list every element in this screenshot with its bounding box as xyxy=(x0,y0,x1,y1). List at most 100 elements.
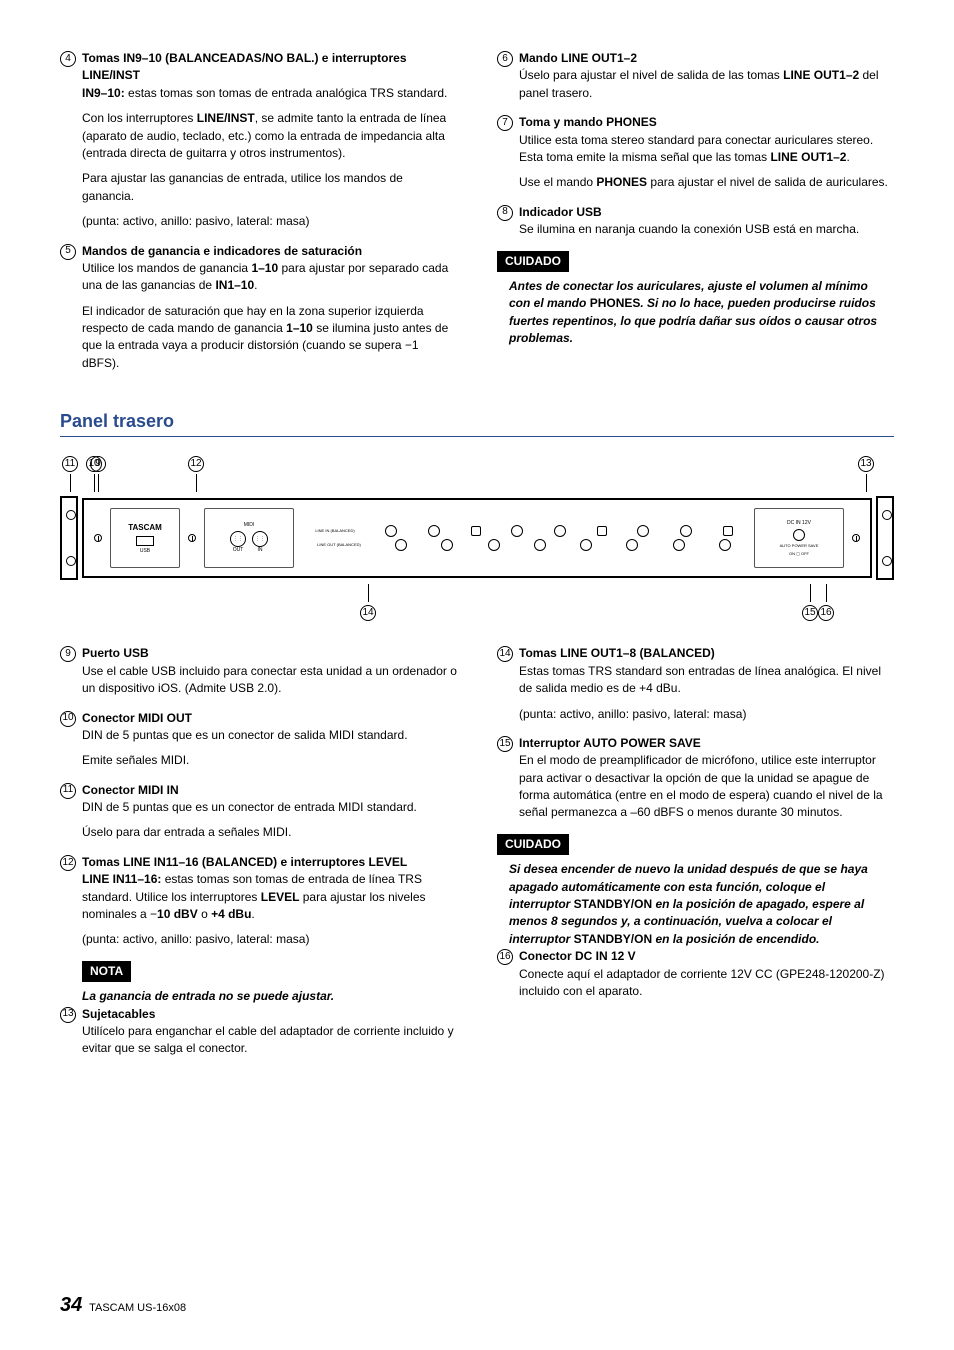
item-title: Conector MIDI IN xyxy=(82,782,179,799)
warning-label: CUIDADO xyxy=(497,251,569,272)
item-title: Sujetacables xyxy=(82,1006,155,1023)
item-number-icon: 6 xyxy=(497,51,513,67)
desc-item-11: 11 Conector MIDI IN DIN de 5 puntas que … xyxy=(60,782,457,842)
item-paragraph: (punta: activo, anillo: pasivo, lateral:… xyxy=(82,213,457,230)
item-title: Tomas LINE IN11–16 (BALANCED) e interrup… xyxy=(82,854,407,871)
item-body: DIN de 5 puntas que es un conector de sa… xyxy=(82,727,457,770)
item-number-icon: 15 xyxy=(497,736,513,752)
bottom-section: 9 Puerto USB Use el cable USB incluido p… xyxy=(60,645,894,1069)
callouts-bottom: 14 15 16 xyxy=(60,584,894,621)
item-paragraph: Estas tomas TRS standard son entradas de… xyxy=(519,663,894,698)
desc-item-4: 4 Tomas IN9–10 (BALANCEADAS/NO BAL.) e i… xyxy=(60,50,457,231)
rack-ear-left xyxy=(60,496,78,580)
desc-item-13: 13 Sujetacables Utilícelo para enganchar… xyxy=(60,1006,457,1058)
warning-label: CUIDADO xyxy=(497,834,569,855)
desc-item-14: 14 Tomas LINE OUT1–8 (BALANCED) Estas to… xyxy=(497,645,894,723)
item-title: Indicador USB xyxy=(519,204,602,221)
item-paragraph: Conecte aquí el adaptador de corriente 1… xyxy=(519,966,894,1001)
power-block: DC IN 12V AUTO POWER SAVE ON ▢ OFF xyxy=(754,508,844,568)
top-section: 4 Tomas IN9–10 (BALANCEADAS/NO BAL.) e i… xyxy=(60,50,894,384)
item-body: DIN de 5 puntas que es un conector de en… xyxy=(82,799,457,842)
item-paragraph: LINE IN11–16: estas tomas son tomas de e… xyxy=(82,871,457,923)
item-title: Conector MIDI OUT xyxy=(82,710,192,727)
warning-text: Antes de conectar los auriculares, ajust… xyxy=(509,278,884,348)
item-number-icon: 11 xyxy=(60,783,76,799)
item-paragraph: DIN de 5 puntas que es un conector de en… xyxy=(82,799,457,816)
item-paragraph: Se ilumina en naranja cuando la conexión… xyxy=(519,221,894,238)
desc-item-16: 16 Conector DC IN 12 V Conecte aquí el a… xyxy=(497,948,894,1000)
callouts-top: 9 10 11 12 13 xyxy=(60,455,894,492)
top-right-col: 6 Mando LINE OUT1–2 Úselo para ajustar e… xyxy=(497,50,894,384)
item-title: Mandos de ganancia e indicadores de satu… xyxy=(82,243,362,260)
item-body: Use el cable USB incluido para conectar … xyxy=(82,663,457,698)
warning-text: Si desea encender de nuevo la unidad des… xyxy=(509,861,884,948)
bottom-right-col: 14 Tomas LINE OUT1–8 (BALANCED) Estas to… xyxy=(497,645,894,1069)
desc-item-12: 12 Tomas LINE IN11–16 (BALANCED) e inter… xyxy=(60,854,457,949)
item-paragraph: Utilícelo para enganchar el cable del ad… xyxy=(82,1023,457,1058)
item-number-icon: 16 xyxy=(497,949,513,965)
item-paragraph: Emite señales MIDI. xyxy=(82,752,457,769)
desc-item-15: 15 Interruptor AUTO POWER SAVE En el mod… xyxy=(497,735,894,822)
item-body: Estas tomas TRS standard son entradas de… xyxy=(519,663,894,723)
item-body: Conecte aquí el adaptador de corriente 1… xyxy=(519,966,894,1001)
item-title: Tomas IN9–10 (BALANCEADAS/NO BAL.) e int… xyxy=(82,50,457,85)
item-paragraph: Con los interruptores LINE/INST, se admi… xyxy=(82,110,457,162)
usb-block: TASCAM USB xyxy=(110,508,180,568)
item-paragraph: Use el mando PHONES para ajustar el nive… xyxy=(519,174,894,191)
rear-panel: TASCAM USB MIDI OUT IN LINE IN (BALANCED… xyxy=(82,498,872,578)
item-body: LINE IN11–16: estas tomas son tomas de e… xyxy=(82,871,457,949)
note-label: NOTA xyxy=(82,961,131,982)
bottom-left-col: 9 Puerto USB Use el cable USB incluido p… xyxy=(60,645,457,1069)
item-body: En el modo de preamplificador de micrófo… xyxy=(519,752,894,822)
io-block: LINE IN (BALANCED) LINE OUT (BALANCED) xyxy=(302,525,746,551)
item-body: IN9–10: estas tomas son tomas de entrada… xyxy=(82,85,457,231)
desc-item-6: 6 Mando LINE OUT1–2 Úselo para ajustar e… xyxy=(497,50,894,102)
item-number-icon: 5 xyxy=(60,244,76,260)
rack-ear-right xyxy=(876,496,894,580)
screw-icon xyxy=(852,534,860,542)
item-body: Se ilumina en naranja cuando la conexión… xyxy=(519,221,894,238)
item-body: Utilícelo para enganchar el cable del ad… xyxy=(82,1023,457,1058)
item-paragraph: Utilice los mandos de ganancia 1–10 para… xyxy=(82,260,457,295)
item-number-icon: 4 xyxy=(60,51,76,67)
item-paragraph: Utilice esta toma stereo standard para c… xyxy=(519,132,894,167)
rear-panel-diagram: 9 10 11 12 13 TASCAM USB MIDI OUT IN xyxy=(60,455,894,621)
item-number-icon: 12 xyxy=(60,855,76,871)
desc-item-7: 7 Toma y mando PHONES Utilice esta toma … xyxy=(497,114,894,192)
item-body: Utilice esta toma stereo standard para c… xyxy=(519,132,894,192)
item-paragraph: (punta: activo, anillo: pasivo, lateral:… xyxy=(519,706,894,723)
item-paragraph: DIN de 5 puntas que es un conector de sa… xyxy=(82,727,457,744)
item-number-icon: 10 xyxy=(60,711,76,727)
section-title: Panel trasero xyxy=(60,408,894,437)
item-paragraph: (punta: activo, anillo: pasivo, lateral:… xyxy=(82,931,457,948)
note-text: La ganancia de entrada no se puede ajust… xyxy=(82,988,447,1005)
item-paragraph: Para ajustar las ganancias de entrada, u… xyxy=(82,170,457,205)
item-body: Úselo para ajustar el nivel de salida de… xyxy=(519,67,894,102)
item-paragraph: El indicador de saturación que hay en la… xyxy=(82,303,457,373)
item-title: Tomas LINE OUT1–8 (BALANCED) xyxy=(519,645,715,662)
midi-block: MIDI OUT IN xyxy=(204,508,294,568)
item-number-icon: 9 xyxy=(60,646,76,662)
item-number-icon: 14 xyxy=(497,646,513,662)
page-footer: 34 TASCAM US-16x08 xyxy=(60,1291,186,1320)
footer-model: TASCAM US-16x08 xyxy=(89,1302,186,1314)
item-body: Utilice los mandos de ganancia 1–10 para… xyxy=(82,260,457,372)
screw-icon xyxy=(94,534,102,542)
desc-item-9: 9 Puerto USB Use el cable USB incluido p… xyxy=(60,645,457,697)
item-title: Interruptor AUTO POWER SAVE xyxy=(519,735,701,752)
item-paragraph: Use el cable USB incluido para conectar … xyxy=(82,663,457,698)
desc-item-10: 10 Conector MIDI OUT DIN de 5 puntas que… xyxy=(60,710,457,770)
item-paragraph: Úselo para ajustar el nivel de salida de… xyxy=(519,67,894,102)
item-paragraph: Úselo para dar entrada a señales MIDI. xyxy=(82,824,457,841)
top-left-col: 4 Tomas IN9–10 (BALANCEADAS/NO BAL.) e i… xyxy=(60,50,457,384)
item-title: Toma y mando PHONES xyxy=(519,114,657,131)
item-number-icon: 7 xyxy=(497,115,513,131)
desc-item-8: 8 Indicador USB Se ilumina en naranja cu… xyxy=(497,204,894,239)
item-title: Mando LINE OUT1–2 xyxy=(519,50,637,67)
item-number-icon: 13 xyxy=(60,1007,76,1023)
item-title: Conector DC IN 12 V xyxy=(519,948,636,965)
item-paragraph: IN9–10: estas tomas son tomas de entrada… xyxy=(82,85,457,102)
desc-item-5: 5 Mandos de ganancia e indicadores de sa… xyxy=(60,243,457,373)
screw-icon xyxy=(188,534,196,542)
page-number: 34 xyxy=(60,1294,82,1316)
